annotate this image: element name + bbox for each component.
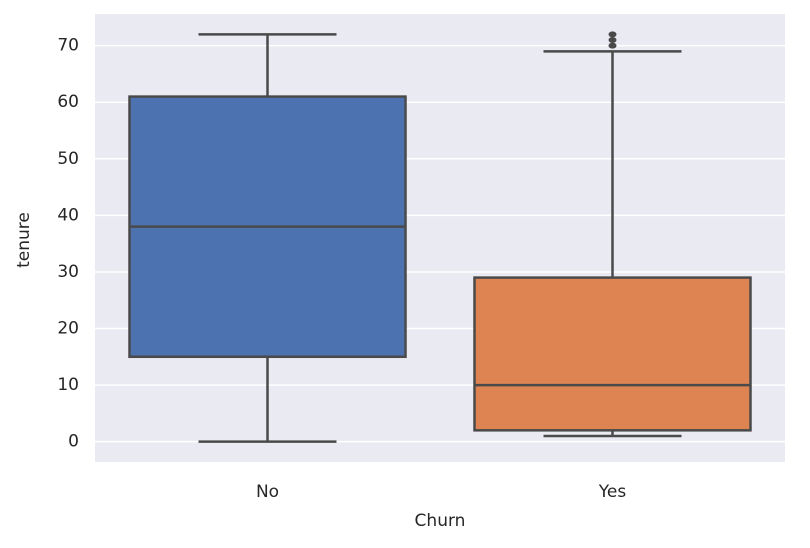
y-tick-label: 70 <box>57 36 79 56</box>
box <box>473 276 752 432</box>
y-tick-label: 30 <box>57 262 79 282</box>
x-tick-label: No <box>256 482 279 502</box>
x-axis-label: Churn <box>415 511 466 531</box>
y-tick-label: 40 <box>57 205 79 225</box>
x-tick-label: Yes <box>598 482 627 502</box>
y-tick-label: 0 <box>68 432 79 452</box>
outlier <box>608 42 617 49</box>
y-tick-label: 50 <box>57 149 79 169</box>
y-axis-label: tenure <box>14 212 34 268</box>
outlier <box>608 31 617 38</box>
outlier <box>608 37 617 44</box>
y-tick-label: 20 <box>57 319 79 339</box>
y-tick-label: 60 <box>57 92 79 112</box>
y-tick-label: 10 <box>57 375 79 395</box>
